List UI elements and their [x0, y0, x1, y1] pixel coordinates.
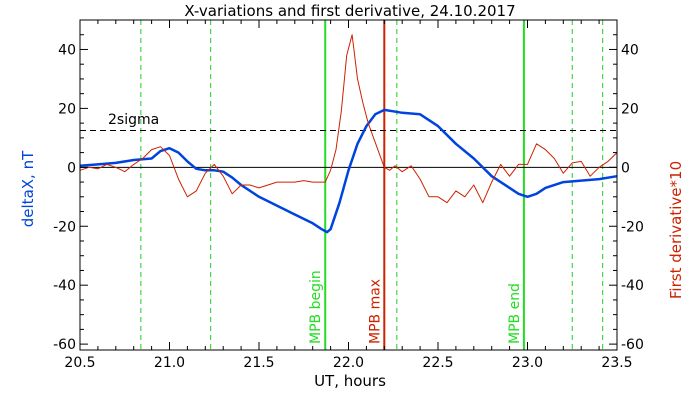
y-axis-label-left: deltaX, nT [19, 150, 37, 227]
marker-lines: MPB begin MPB max MPB end [140, 20, 604, 350]
x-tick-label: 23.5 [601, 355, 632, 371]
deltaX-line [79, 108, 618, 234]
y-tick-label-left: 40 [58, 42, 76, 58]
mpb_max-label: MPB max [367, 279, 383, 344]
x-tick-label: 21.5 [243, 355, 274, 371]
y-axis-label-right: First derivative*10 [667, 161, 685, 299]
y-tick-label-left: -20 [53, 219, 76, 235]
mpb_end-label: MPB end [507, 283, 523, 344]
two-sigma-label: 2sigma [108, 112, 159, 128]
x-tick-label: 21.0 [154, 355, 185, 371]
x-tick-label: 22.0 [333, 355, 364, 371]
derivative-line [79, 34, 618, 204]
axis-ticks [79, 19, 618, 350]
y-tick-label-right: 0 [621, 160, 630, 176]
y-tick-label-right: 40 [621, 42, 639, 58]
x-tick-label: 20.5 [64, 355, 95, 371]
y-tick-label-right: 20 [621, 101, 639, 117]
y-tick-label-left: 20 [58, 101, 76, 117]
chart-title: X-variations and first derivative, 24.10… [184, 2, 515, 20]
mpb_begin-label: MPB begin [308, 270, 324, 344]
y-tick-label-right: -20 [621, 219, 644, 235]
y-tick-label-left: -40 [53, 278, 76, 294]
y-tick-label-right: -60 [621, 337, 644, 353]
axis-tick-labels: 20.5 21.0 21.5 22.0 22.5 23.0 23.5 -60 -60 -40 -40… [53, 42, 644, 371]
x-tick-label: 23.0 [512, 355, 543, 371]
series-lines [79, 34, 618, 234]
x-tick-label: 22.5 [422, 355, 453, 371]
y-tick-label-left: -60 [53, 337, 76, 353]
y-tick-label-left: 0 [67, 160, 76, 176]
x-axis-label: UT, hours [314, 372, 386, 390]
y-tick-label-right: -40 [621, 278, 644, 294]
